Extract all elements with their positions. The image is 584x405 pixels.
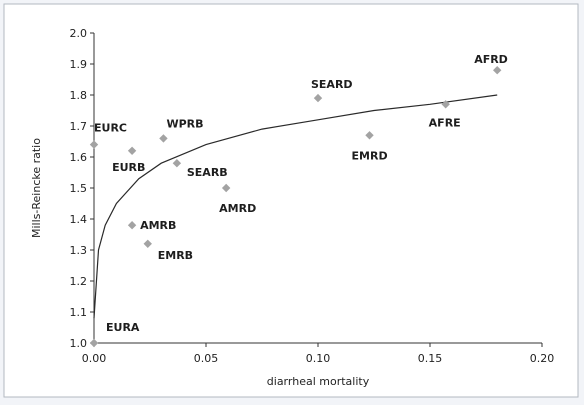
axes: 1.0 1.1 1.2 1.3 1.4 1.5 1.6 1.7 1.8 1.9 2.0 0.00 0.0… (70, 27, 555, 365)
x-tick-label: 0.10 (306, 352, 331, 365)
point-label: AMRB (140, 219, 176, 232)
point-label: WPRB (166, 117, 203, 130)
x-tick-label: 0.15 (418, 352, 443, 365)
data-point-eura (89, 338, 99, 348)
data-point-wprb (159, 134, 168, 143)
y-tick-label: 1.7 (70, 120, 88, 133)
y-axis-title: Mills-Reincke ratio (30, 138, 43, 238)
point-label: SEARB (187, 166, 228, 179)
y-tick-label: 1.8 (70, 89, 88, 102)
data-point-eurb (127, 146, 137, 155)
y-tick-label: 2.0 (70, 27, 88, 40)
y-tick-label: 1.4 (70, 213, 88, 226)
data-points: EURA EURC EURB WPRB SEARB AMRB EMRB AMRD SEARD EM… (89, 53, 508, 348)
y-tick-label: 1.0 (70, 337, 88, 350)
point-label: EURC (94, 122, 127, 135)
data-point-emrd (365, 131, 374, 140)
trend-curve (93, 94, 498, 319)
data-point-emrb (143, 239, 152, 248)
y-tick-label: 1.2 (70, 275, 88, 288)
data-point-afre (441, 100, 450, 109)
y-tick-label: 1.3 (70, 244, 88, 257)
point-label: EMRB (158, 249, 193, 262)
data-point-searb (172, 159, 182, 168)
y-tick-label: 1.1 (70, 306, 88, 319)
data-point-eurc (89, 140, 99, 149)
x-tick-label: 0.05 (194, 352, 219, 365)
point-label: SEARD (311, 78, 353, 91)
data-point-seard (313, 93, 323, 103)
point-label: AFRE (429, 116, 461, 129)
y-tick-label: 1.5 (70, 182, 88, 195)
point-label: EURA (106, 321, 140, 334)
point-label: EURB (112, 161, 145, 174)
point-label: EMRD (352, 149, 388, 162)
data-point-afrd (493, 66, 502, 75)
data-point-amrb (127, 221, 137, 230)
y-tick-label: 1.6 (70, 151, 88, 164)
chart-frame (3, 3, 579, 398)
x-axis-title: diarrheal mortality (267, 375, 370, 388)
point-label: AMRD (219, 202, 256, 215)
y-tick-label: 1.9 (70, 58, 88, 71)
x-tick-label: 0.20 (530, 352, 555, 365)
x-tick-label: 0.00 (82, 352, 107, 365)
data-point-amrd (221, 183, 231, 193)
point-label: AFRD (474, 53, 508, 66)
